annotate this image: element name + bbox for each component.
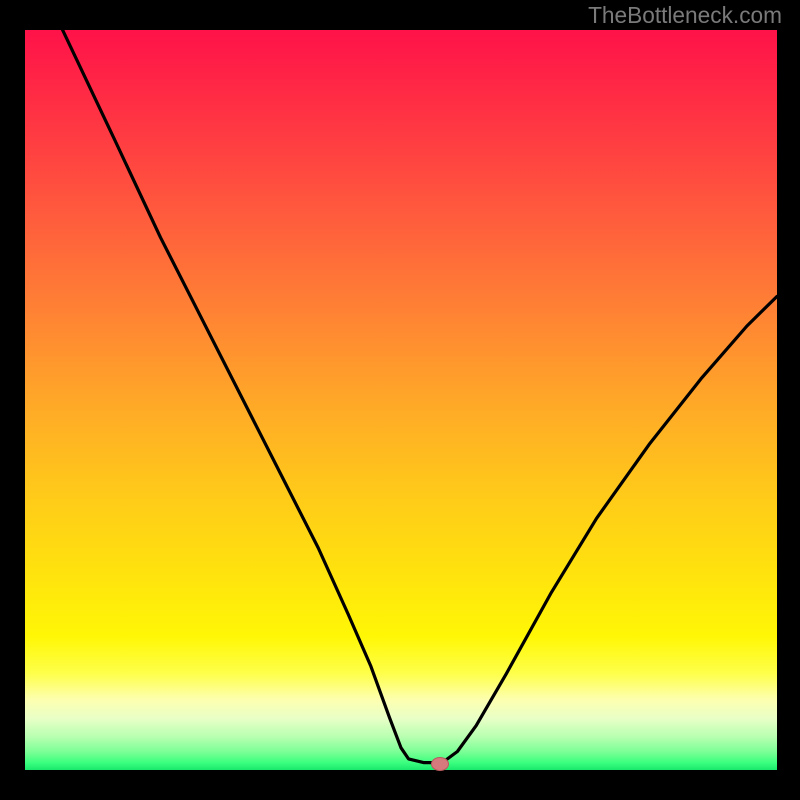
bottleneck-curve bbox=[25, 30, 777, 770]
optimal-point-marker bbox=[431, 757, 449, 771]
watermark-text: TheBottleneck.com bbox=[588, 2, 782, 29]
chart-container: TheBottleneck.com bbox=[0, 0, 800, 800]
plot-area bbox=[25, 30, 777, 770]
